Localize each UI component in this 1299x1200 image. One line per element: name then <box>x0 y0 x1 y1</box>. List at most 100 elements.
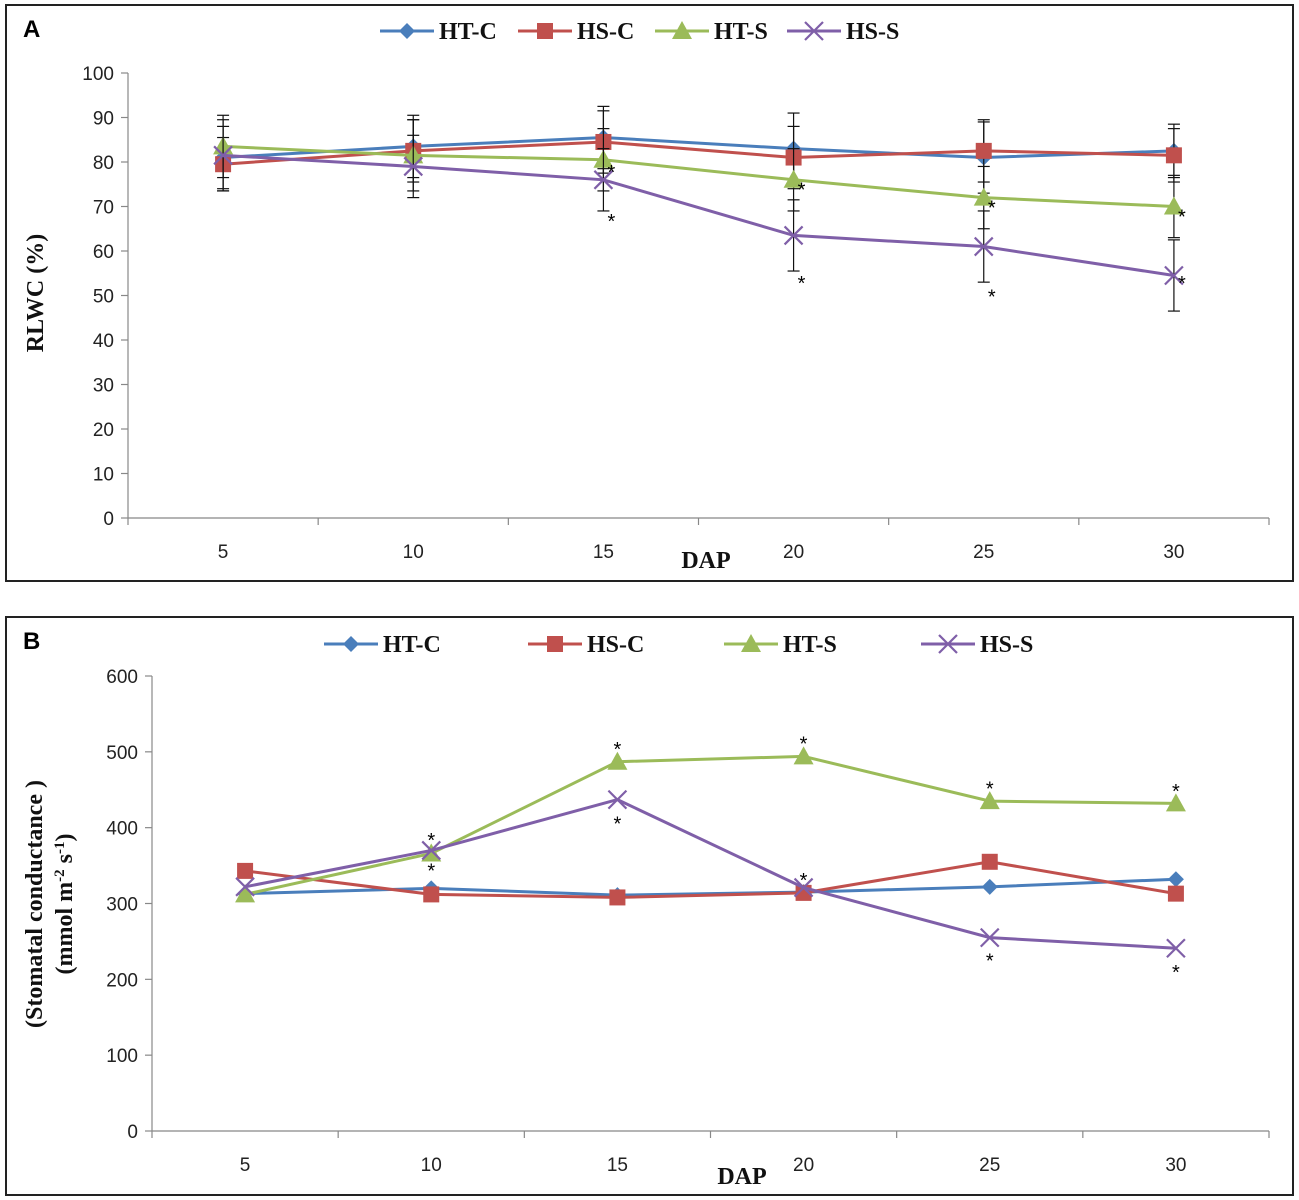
a-series-HS-S-point-4-stroke-2 <box>973 236 994 257</box>
a-significance-mark-5: * <box>988 287 996 309</box>
b-legend-label-0: HT-C <box>383 632 441 658</box>
b-y-axis-title-line-2: (mmol m-2 s-1) <box>52 834 78 975</box>
a-series-HS-S-point-1-stroke-2 <box>403 156 424 177</box>
a-y-tick-label-9: 90 <box>93 109 114 130</box>
b-x-tick-label-5: 30 <box>1165 1155 1186 1176</box>
b-y-axis-title-part-2: s <box>52 854 78 869</box>
b-series-HT-S-point-4 <box>979 791 1000 810</box>
a-y-tick-label-6: 60 <box>93 242 114 263</box>
a-y-tick-label-8: 80 <box>93 153 114 174</box>
b-legend-label-1: HS-C <box>587 632 644 658</box>
b-series-HT-S-point-3 <box>793 746 814 765</box>
b-significance-mark-9: * <box>1172 962 1180 984</box>
b-series-line-HS-S <box>244 798 1177 950</box>
a-x-tick-label-5: 30 <box>1163 542 1184 563</box>
a-significance-mark-1: * <box>608 211 616 233</box>
b-significance-mark-8: * <box>1172 781 1180 803</box>
a-series-HS-S-point-0 <box>213 145 233 166</box>
b-y-axis-title-part-0: (mmol m <box>52 882 78 975</box>
a-significance-mark-6: * <box>1178 206 1186 228</box>
b-series-HS-S-point-4 <box>979 927 1000 948</box>
a-series-line-HT-C <box>222 136 1174 160</box>
panel-a-letter: A <box>23 16 41 43</box>
b-series-HS-C-point-1 <box>423 886 440 903</box>
b-series-HS-C-point-0 <box>237 862 254 879</box>
a-x-tick-label-0: 5 <box>218 542 229 563</box>
a-significance-mark-0: * <box>608 162 616 184</box>
b-legend-label-3: HS-S <box>980 632 1033 658</box>
b-x-axis-title: DAP <box>717 1164 766 1190</box>
b-legend-marker-1 <box>547 636 563 652</box>
a-legend-marker-1 <box>537 23 553 39</box>
b-series-line-HT-S <box>244 754 1176 896</box>
panel-a: A 0 10 20 30 40 50 60 70 80 90 100 5 10 15 20 25 30 DAP * *… <box>5 4 1294 582</box>
a-y-tick-label-3: 30 <box>93 376 114 397</box>
b-y-tick-label-2: 200 <box>106 970 138 991</box>
b-y-tick-label-3: 300 <box>106 895 138 916</box>
b-legend-marker-3-stroke-2 <box>938 634 958 654</box>
b-series-HS-C-point-4 <box>981 853 998 870</box>
a-series-HS-S-point-5 <box>1164 265 1184 286</box>
a-y-tick-label-2: 20 <box>93 420 114 441</box>
a-legend-marker-0 <box>399 23 415 39</box>
a-x-axis-title: DAP <box>681 548 730 574</box>
panel-b-letter: B <box>23 628 41 655</box>
b-significance-mark-2: * <box>614 739 622 761</box>
a-series-HT-S-point-3 <box>783 169 804 188</box>
a-x-tick-label-4: 25 <box>973 542 994 563</box>
a-series-HS-S-point-3-stroke-2 <box>783 225 804 246</box>
a-legend-marker-3 <box>804 21 824 41</box>
b-legend-marker-2 <box>741 634 761 652</box>
b-y-axis-title-part-1: -2 <box>52 869 68 882</box>
a-x-tick-label-2: 15 <box>593 542 614 563</box>
b-series-HS-C-point-5 <box>1167 885 1184 902</box>
a-legend-label-3: HS-S <box>846 19 899 45</box>
b-y-tick-label-4: 400 <box>106 819 138 840</box>
a-significance-mark-4: * <box>988 198 996 220</box>
b-significance-mark-3: * <box>614 813 622 835</box>
a-legend-label-0: HT-C <box>439 19 497 45</box>
b-series-HS-S-point-4-stroke-2 <box>979 927 1000 948</box>
b-y-axis-title-part-4: ) <box>52 834 78 842</box>
a-series-HT-S-point-5 <box>1163 196 1184 215</box>
a-legend-marker-2 <box>672 21 692 39</box>
a-y-tick-label-5: 50 <box>93 287 114 308</box>
a-series-HS-S-point-5-stroke-2 <box>1164 265 1184 286</box>
a-legend-label-1: HS-C <box>577 19 634 45</box>
a-y-tick-label-10: 100 <box>82 64 114 85</box>
a-y-tick-label-1: 10 <box>93 465 114 486</box>
a-series-HS-S-point-1 <box>403 156 424 177</box>
a-significance-mark-3: * <box>798 273 806 295</box>
a-significance-mark-7: * <box>1178 273 1186 295</box>
b-series-HS-S-point-2-stroke-2 <box>607 789 628 810</box>
b-series-HT-S-point-5 <box>1165 793 1186 812</box>
b-significance-mark-6: * <box>986 778 994 800</box>
panel-b: B 0 100 200 300 400 500 600 5 10 15 20 25 30 DAP * * * * *… <box>5 616 1294 1196</box>
b-y-axis-title-part-3: -1 <box>52 842 68 855</box>
b-y-tick-label-0: 0 <box>127 1122 138 1143</box>
b-significance-mark-7: * <box>986 951 994 973</box>
b-x-tick-label-4: 25 <box>979 1155 1000 1176</box>
a-series-line-HS-S <box>222 153 1175 277</box>
b-series-HS-S-point-0 <box>235 877 255 897</box>
b-x-tick-label-1: 10 <box>421 1155 442 1176</box>
b-significance-mark-5: * <box>800 870 808 892</box>
b-legend-marker-3 <box>938 634 958 654</box>
b-y-axis-title-line-1: (Stomatal conductance ) <box>22 780 48 1028</box>
b-series-line-HS-C <box>244 860 1177 899</box>
b-legend-label-2: HT-S <box>783 632 837 658</box>
b-series-HT-S-point-0 <box>235 884 256 903</box>
a-series-HS-S-point-2 <box>593 170 614 190</box>
b-x-tick-label-0: 5 <box>240 1155 251 1176</box>
b-series-HS-S-point-5-stroke-2 <box>1166 938 1186 959</box>
b-y-tick-label-6: 600 <box>106 667 138 688</box>
a-x-tick-label-1: 10 <box>403 542 424 563</box>
b-series-HT-C-point-5 <box>1167 871 1184 888</box>
a-series-HS-C-point-5 <box>1165 147 1182 164</box>
b-series-HS-S-point-3-stroke-2 <box>793 877 814 898</box>
a-series-HS-C-point-4 <box>975 142 992 159</box>
b-x-tick-label-3: 20 <box>793 1155 814 1176</box>
b-series-HS-C-point-2 <box>609 889 626 906</box>
b-series-HS-S-point-1-stroke-2 <box>421 840 442 861</box>
a-legend-marker-3-stroke-2 <box>804 21 824 41</box>
